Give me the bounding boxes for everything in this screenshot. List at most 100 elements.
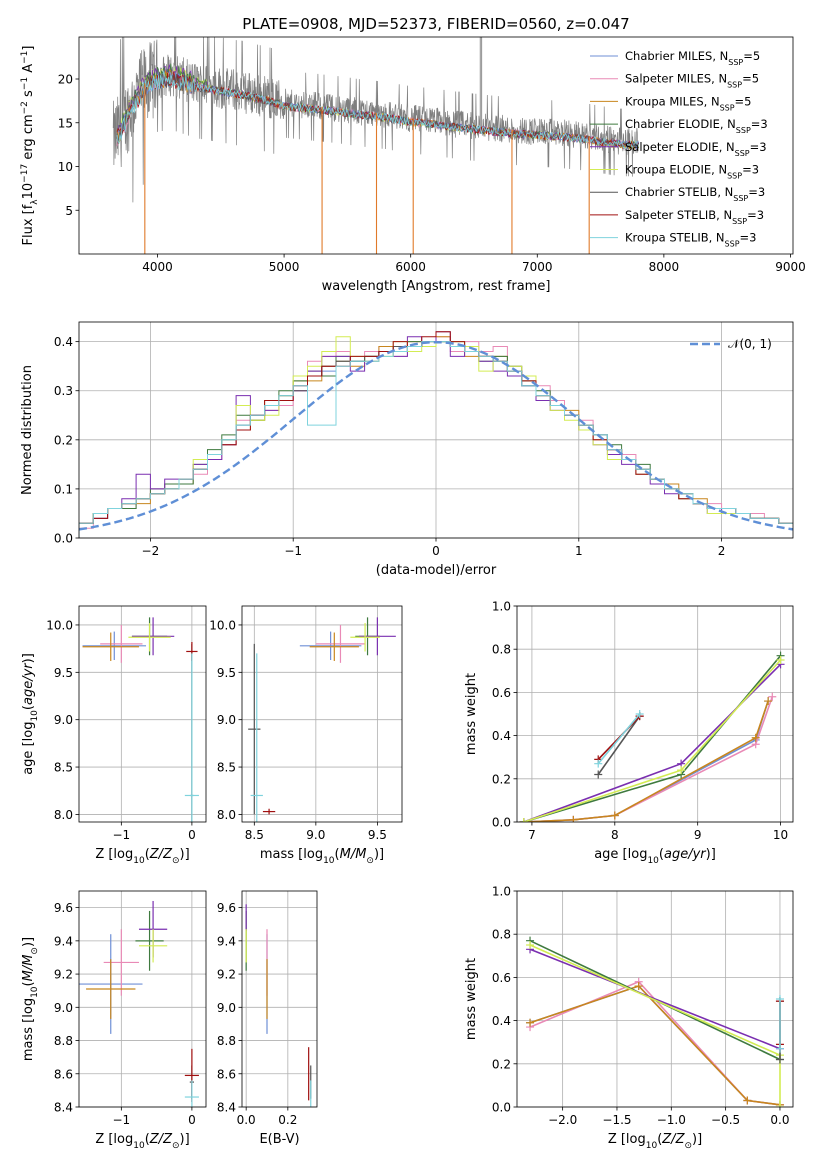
error-bar-point (128, 623, 171, 652)
error-bar-point (135, 910, 164, 971)
y-tick-label: 9.0 (54, 1001, 73, 1015)
y-axis-label-part: ( (21, 705, 36, 710)
y-axis-label-part: age/yr (21, 662, 36, 705)
error-bar-point (184, 653, 199, 822)
legend-n: , N (720, 117, 736, 131)
legend-sub: SSP (732, 216, 747, 225)
legend-name: Kroupa STELIB (625, 231, 709, 245)
grid-mass_vs_ebv (242, 891, 317, 1108)
x-tick-label: −2.0 (548, 1113, 577, 1127)
y-tick-label: 0.6 (492, 971, 511, 985)
x-axis-label: (data-model)/error (376, 563, 497, 578)
legend-label: Chabrier MILES, NSSP=5 (625, 49, 760, 67)
histogram-step (79, 331, 793, 538)
y-tick-label: 9.6 (217, 901, 236, 915)
weight-marker (775, 995, 784, 1003)
x-axis-label-part: )] (706, 847, 716, 862)
legend-name: Salpeter MILES (625, 72, 711, 86)
legend-sub: SSP (736, 126, 751, 135)
legend-suffix: =3 (751, 117, 768, 131)
x-tick-label: 4000 (142, 260, 173, 274)
legend-suffix: =3 (750, 140, 767, 154)
legend-name: Salpeter ELODIE (625, 140, 719, 154)
chart-title: PLATE=0908, MJD=52373, FIBERID=0560, z=0… (242, 15, 629, 33)
y-tick-label: 8.5 (217, 761, 236, 775)
weight-marker (677, 766, 686, 775)
y-tick-label: 8.0 (217, 808, 236, 822)
weight-marker (743, 1096, 752, 1105)
weight-line (523, 663, 782, 822)
x-tick-label: −2 (142, 544, 160, 558)
y-tick-label: 9.5 (54, 666, 73, 680)
y-axis-label-part: 10 (30, 986, 40, 998)
y-axis-label: mass weight (464, 958, 479, 1040)
weight-marker (569, 815, 578, 822)
weight-marker (775, 1044, 784, 1053)
y-axis-label-part: M/M (21, 955, 36, 982)
y-axis-label-part: erg cm (21, 114, 36, 163)
legend-sub: SSP (733, 194, 748, 203)
x-axis-label: mass [log10(M/M⊙)] (260, 847, 384, 866)
x-tick-label: 8.5 (245, 828, 264, 842)
legend-name: Kroupa ELODIE (625, 163, 711, 177)
axes-frame (78, 36, 794, 255)
weight-line (523, 700, 769, 822)
y-axis-label: mass [log10(M/M⊙)] (21, 937, 40, 1061)
error-bar-point (100, 624, 143, 663)
y-tick-label: 0.4 (54, 335, 73, 349)
grid-mass_vs_Z (79, 891, 206, 1108)
legend-suffix: =5 (743, 49, 760, 63)
y-axis-label-part: λ (30, 199, 40, 205)
x-tick-label: 0.0 (237, 1113, 256, 1127)
weight-marker (594, 759, 603, 768)
y-axis-label: Normed distribution (20, 365, 35, 495)
x-axis-label-part: Z [log (95, 1132, 133, 1147)
y-axis-label-part: ⊙ (30, 947, 40, 955)
y-axis-label-part: s (21, 90, 36, 101)
legend-sub: SSP (727, 80, 742, 89)
y-tick-label: 0.8 (492, 643, 511, 657)
y-tick-label: 9.0 (54, 713, 73, 727)
x-tick-label: 2 (718, 544, 726, 558)
x-tick-label: −1 (284, 544, 302, 558)
legend: 𝒩(0, 1) (690, 337, 772, 351)
axes-frame (516, 605, 794, 823)
y-axis-label-part: 10 (30, 710, 40, 722)
legend-suffix: =5 (742, 72, 759, 86)
weight-marker (768, 692, 777, 701)
x-tick-label: −1.5 (602, 1113, 631, 1127)
legend-suffix: =3 (740, 231, 757, 245)
model-spectrum-line (116, 70, 639, 150)
legend-label: Salpeter MILES, NSSP=5 (625, 72, 759, 90)
weight-marker (526, 1018, 535, 1027)
axes-frame (516, 890, 794, 1108)
y-axis-label-part: −2 (20, 101, 30, 114)
weight-marker (775, 1103, 784, 1107)
x-axis-label: E(B-V) (259, 1132, 299, 1147)
y-axis-label: age [log10(age/yr)] (21, 653, 40, 775)
y-axis-label-part: mass weight (464, 673, 479, 755)
legend-name: Salpeter STELIB (625, 208, 716, 222)
x-axis-label-part: ( (657, 1132, 662, 1147)
weight-marker (519, 818, 528, 822)
x-axis-label-part: 10 (133, 1141, 145, 1151)
legend-suffix: =3 (748, 185, 765, 199)
x-axis-label: age [log10(age/yr)] (594, 847, 716, 866)
y-tick-label: 0.4 (492, 1014, 511, 1028)
x-axis-label-part: ( (145, 847, 150, 862)
legend-sub: SSP (725, 239, 740, 248)
observed-spectrum (112, 37, 639, 203)
weight-line (597, 715, 641, 775)
weight-marker (610, 811, 619, 820)
weight-line (523, 696, 774, 822)
error-bar-point (82, 632, 139, 661)
x-axis-label-part: age/yr (664, 847, 707, 862)
legend-n: , N (716, 208, 732, 222)
y-tick-label: 15 (58, 116, 73, 130)
x-axis-label-part: )] (180, 1132, 190, 1147)
x-axis-label-part: mass [log (260, 847, 323, 862)
y-axis-label-part: mass [log (21, 998, 36, 1061)
y-tick-label: 8.4 (54, 1101, 73, 1115)
y-tick-label: 8.0 (54, 808, 73, 822)
weight-line (529, 985, 781, 1106)
